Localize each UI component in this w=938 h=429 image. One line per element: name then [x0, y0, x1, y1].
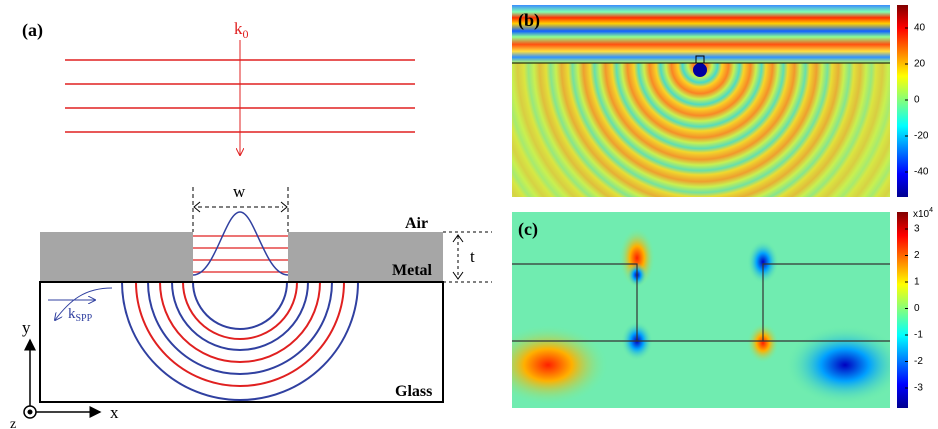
- thickness-guides: [443, 232, 492, 282]
- glass: [40, 282, 443, 402]
- x-axis-label: x: [110, 403, 119, 422]
- colorbar: [897, 5, 908, 197]
- colorbar-tick-label: -1: [914, 330, 923, 341]
- exponent-base: x10: [913, 209, 930, 220]
- colorbar-tick-label: 40: [914, 23, 926, 34]
- t-label: t: [470, 247, 475, 266]
- colorbar-tick-label: -2: [914, 356, 923, 367]
- colorbar-tick-label: 0: [914, 303, 920, 314]
- kspp-sub: SPP: [76, 313, 93, 324]
- incident-wave: [65, 40, 415, 155]
- field-map-b: [512, 5, 890, 197]
- colorbar-exponent: x104: [913, 207, 933, 220]
- panel-label: (b): [518, 10, 540, 31]
- metal-label: Metal: [392, 262, 433, 279]
- z-axis-label: z: [10, 417, 16, 429]
- colorbar-tick-label: 0: [914, 95, 920, 106]
- colorbar-tick-label: 3: [914, 224, 920, 235]
- air-label: Air: [405, 215, 428, 232]
- panel-c: (c) x104 3 2 1 0 -1 -2 -3: [488, 207, 933, 408]
- colorbar-tick-label: -3: [914, 383, 923, 394]
- glass-label: Glass: [395, 383, 432, 400]
- kspp-label: kSPP: [68, 306, 93, 324]
- metal: [40, 232, 443, 282]
- colorbar-tick-label: -20: [914, 131, 929, 142]
- colorbar-tick-label: 20: [914, 59, 926, 70]
- panel-b: (b) 40 20 0 -20 -40: [512, 5, 929, 197]
- axes: [24, 340, 100, 418]
- field-map-c: [488, 212, 905, 408]
- y-axis-label: y: [22, 318, 31, 337]
- figure: (a) k0 w: [0, 0, 938, 429]
- panel-label: (a): [22, 20, 43, 41]
- w-label: w: [233, 182, 246, 201]
- k0-label: k0: [234, 19, 249, 41]
- colorbar-tick-label: 1: [914, 277, 920, 288]
- gaussian: [193, 212, 288, 275]
- panel-a: (a) k0 w: [10, 19, 492, 429]
- colorbar: [897, 212, 908, 408]
- panel-label: (c): [518, 219, 538, 240]
- exponent-power: 4: [929, 207, 933, 214]
- k0-sub: 0: [243, 27, 249, 41]
- colorbar-tick-label: 2: [914, 250, 920, 261]
- colorbar-tick-label: -40: [914, 167, 929, 178]
